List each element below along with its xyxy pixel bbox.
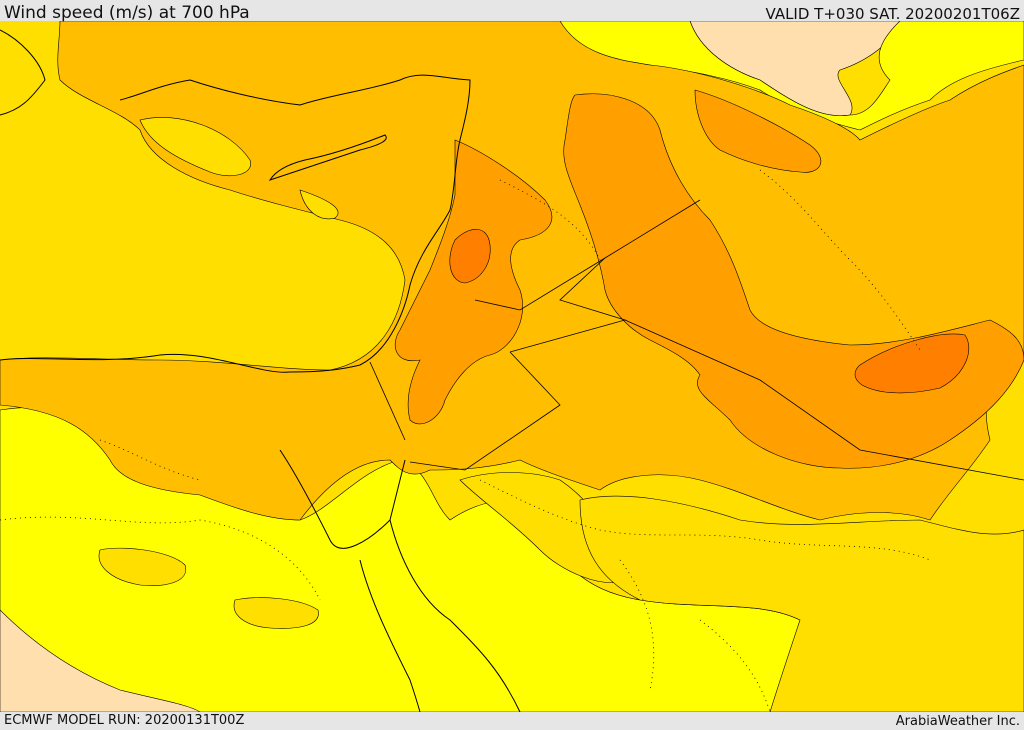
model-run-label: ECMWF MODEL RUN: 20200131T00Z <box>4 713 245 728</box>
map-footer: ECMWF MODEL RUN: 20200131T00Z ArabiaWeat… <box>0 712 1024 729</box>
wind-band-yellow-patch-2 <box>98 547 187 586</box>
credit-label: ArabiaWeather Inc. <box>895 714 1020 729</box>
coastlines <box>0 29 521 712</box>
wind-band-yellow-patch-3 <box>233 597 319 629</box>
wind-band-orange-north-iraq <box>694 89 822 173</box>
wind-band-yellow-cyprus <box>139 117 251 176</box>
wind-band-yellow-patch-1 <box>299 189 339 220</box>
wind-band-very-light-sw <box>0 609 201 712</box>
wind-band-dark-orange-levant <box>449 229 491 284</box>
wind-band-dark-orange-iraq <box>854 333 970 394</box>
wind-map-svg <box>0 21 1024 712</box>
map-header: Wind speed (m/s) at 700 hPa VALID T+030 … <box>0 0 1024 23</box>
wind-speed-map[interactable] <box>0 21 1024 712</box>
valid-time-label: VALID T+030 SAT. 20200201T06Z <box>765 5 1020 23</box>
wind-band-orange-levant <box>394 139 553 425</box>
map-title: Wind speed (m/s) at 700 hPa <box>4 3 250 23</box>
country-borders <box>369 199 1024 481</box>
dotted-admin-lines <box>0 169 931 712</box>
